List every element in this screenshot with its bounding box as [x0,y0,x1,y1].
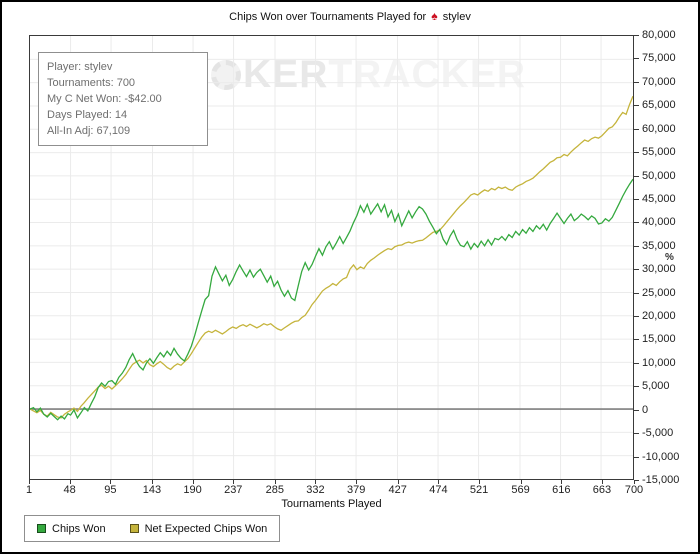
y-tick-label: 20,000 [642,310,676,323]
x-tick-mark [315,480,317,484]
y-tick-mark [634,433,639,435]
y-tick-mark [634,35,639,36]
y-tick-mark [634,175,639,177]
x-axis-title: Tournaments Played [281,498,382,510]
info-box-row: Tournaments: 700 [47,77,136,89]
chart-title: Chips Won over Tournaments Played for ♠ … [2,9,698,23]
y-tick-mark [634,198,639,200]
y-tick-mark [634,456,639,458]
y-tick-label: 30,000 [642,263,676,276]
legend-swatch-icon [129,524,139,533]
legend-swatch-icon [37,524,46,533]
x-tick-label: 48 [63,484,76,496]
legend-label: Net Expected Chips Won [144,522,268,535]
y-tick-label: 45,000 [642,192,676,205]
x-tick-label: 190 [183,484,202,496]
x-tick-mark [233,480,235,484]
x-tick-label: 700 [624,484,644,496]
y-tick-mark [634,152,639,154]
series-line-net_expected [30,95,633,419]
x-tick-mark [274,480,276,484]
y-tick-mark [634,105,639,107]
y-tick-label: 60,000 [642,122,676,135]
x-tick-label: 285 [265,484,284,496]
y-tick-mark [634,269,639,271]
info-box-row: All-In Adj: 67,109 [47,125,131,137]
x-tick-label: 616 [552,484,571,496]
x-tick-mark [479,480,481,484]
x-tick-mark [192,480,194,484]
y-tick-label: 55,000 [642,146,676,159]
x-tick-label: 427 [388,484,407,496]
x-tick-label: 521 [469,484,489,496]
x-tick-label: 474 [429,484,448,496]
x-tick-mark [438,480,440,484]
y-tick-label: 80,000 [642,29,676,41]
x-tick-label: 1 [25,484,33,496]
x-tick-label: 332 [306,484,325,496]
x-tick-mark [356,480,358,484]
y-tick-label: 75,000 [642,52,676,65]
y-tick-mark [634,339,639,341]
y-tick-mark [634,362,639,364]
info-box-row: My C Net Won: -$42.00 [47,93,162,105]
x-tick-mark [601,480,603,484]
y-axis-unit-label: % [665,252,674,263]
y-tick-mark [634,292,639,294]
legend-item: Net Expected Chips Won [129,522,268,535]
y-tick-label: 5,000 [642,380,670,393]
info-box-row: Player: stylev [47,61,113,73]
plot-area: P KER TRACKER Player: stylevTournaments:… [29,35,634,480]
y-tick-label: 0 [642,403,649,416]
x-tick-mark [151,480,153,484]
x-tick-label: 569 [511,484,530,496]
y-tick-label: 40,000 [642,216,676,229]
x-tick-label: 237 [224,484,243,496]
y-tick-label: -5,000 [642,427,674,440]
y-tick-mark [634,128,639,130]
x-tick-label: 663 [592,484,612,496]
x-tick-mark [69,480,71,484]
y-tick-label: 70,000 [642,75,676,88]
y-tick-mark [634,316,639,318]
y-tick-label: -10,000 [642,450,680,463]
legend-label: Chips Won [52,522,106,535]
chart-title-player: stylev [442,11,471,23]
x-tick-mark [520,480,522,484]
legend-item: Chips Won [37,523,106,535]
y-tick-label: 65,000 [642,99,676,112]
x-tick-mark [29,480,30,484]
y-tick-mark [634,386,639,388]
y-tick-label: -15,000 [642,474,680,486]
series-line-chips_won [30,178,633,421]
x-tick-mark [561,480,563,484]
red-spade-icon: ♠ [431,9,438,23]
chart-legend: Chips Won Net Expected Chips Won [24,515,281,542]
y-tick-mark [634,245,639,247]
x-tick-label: 379 [346,484,366,496]
y-tick-label: 25,000 [642,286,676,299]
info-box-row: Days Played: 14 [47,109,128,121]
y-tick-label: 50,000 [642,169,676,182]
y-tick-mark [634,222,639,224]
player-info-box: Player: stylev Tournaments: 700 My C Net W… [38,52,208,146]
y-tick-label: 35,000 [642,239,676,252]
y-tick-mark [634,409,639,411]
chart-title-text: Chips Won over Tournaments Played for [229,11,427,23]
y-tick-mark [634,58,639,60]
x-tick-label: 95 [104,484,117,496]
x-tick-mark [397,480,399,484]
y-tick-mark [634,81,639,83]
x-tick-mark [110,480,112,484]
x-tick-label: 143 [142,484,162,496]
y-tick-mark [634,480,639,481]
y-tick-label: 10,000 [642,356,676,369]
x-tick-mark [634,480,635,484]
y-tick-label: 15,000 [642,333,676,346]
